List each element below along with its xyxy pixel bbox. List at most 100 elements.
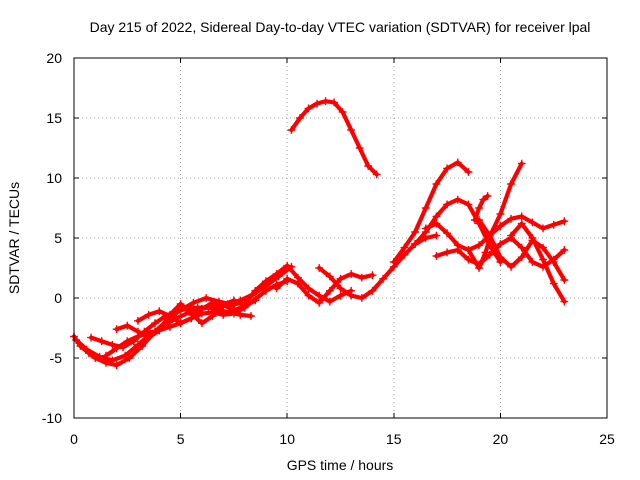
series-7-point-9	[315, 291, 324, 300]
series-4-point-7	[166, 322, 174, 331]
series-9-point-6	[368, 286, 377, 295]
series-15-point-1	[464, 246, 473, 254]
series-14-point-6	[485, 250, 494, 259]
series-16-point-9	[560, 276, 569, 284]
series-10	[287, 97, 381, 179]
series-6-point-2	[144, 310, 153, 319]
x-tick-label-5: 25	[599, 431, 615, 447]
series-5-point-2	[123, 321, 132, 330]
series-18-point-2	[475, 204, 483, 212]
series-11-trace	[391, 160, 471, 265]
y-tick-label-5: 15	[46, 110, 62, 126]
series-9-point-12	[432, 231, 441, 240]
y-tick-label-1: -5	[50, 350, 63, 366]
series-11	[389, 158, 473, 266]
series-6-point-7	[198, 304, 206, 313]
series-12-point-3	[432, 212, 441, 221]
series-13-point-11	[528, 218, 537, 227]
series-17-point-4	[539, 255, 547, 264]
series-3-point-15	[236, 310, 245, 319]
series-12-point-5	[453, 195, 462, 204]
chart-title: Day 215 of 2022, Sidereal Day-to-day VTE…	[90, 19, 591, 35]
series-5-point-7	[176, 300, 185, 308]
chart-tick-label-layer: 0 5 10 15 20 25 -10 -5 0 5 10 15 20	[42, 50, 615, 447]
x-tick-label-2: 10	[279, 431, 295, 447]
series-11-point-3	[411, 228, 420, 236]
series-3-point-11	[193, 303, 202, 312]
series-14-point-3	[453, 246, 462, 254]
series-7-point-1	[230, 298, 238, 307]
series-8	[272, 270, 377, 307]
series-18-point-3	[479, 195, 488, 204]
series-2-point-5	[121, 351, 130, 360]
series-4-point-12	[219, 310, 228, 319]
series-5-point-4	[144, 333, 153, 342]
series-7-point-10	[325, 297, 334, 306]
series-5-point-5	[155, 326, 164, 335]
series-7-point-11	[336, 291, 345, 300]
series-3-point-1	[87, 333, 95, 342]
series-10-point-10	[364, 162, 373, 170]
series-3-point-2	[97, 337, 106, 346]
y-tick-label-2: 0	[54, 290, 62, 306]
series-1-point-7	[125, 354, 134, 362]
series-16-point-5	[517, 253, 526, 262]
series-13-point-14	[560, 217, 569, 226]
x-tick-label-0: 0	[70, 431, 78, 447]
series-11-point-8	[464, 168, 473, 176]
series-16	[475, 216, 569, 284]
x-axis-label: GPS time / hours	[287, 457, 394, 473]
series-6	[134, 296, 260, 328]
series-14-point-13	[560, 246, 569, 254]
series-7-point-4	[261, 277, 270, 286]
series-7-point-5	[272, 270, 281, 278]
series-8-point-6	[325, 286, 334, 295]
series-8-point-9	[357, 273, 366, 282]
x-tick-label-4: 20	[493, 431, 509, 447]
series-12-point-6	[464, 200, 473, 209]
series-10-point-2	[296, 114, 304, 122]
series-6-point-9	[219, 301, 228, 310]
series-7	[230, 261, 356, 308]
series-4-point-2	[112, 344, 121, 353]
series-11-point-6	[443, 164, 451, 173]
series-9-point-7	[379, 274, 388, 283]
series-12-point-4	[443, 200, 451, 209]
series-2-point-3	[95, 352, 104, 361]
series-9	[315, 231, 441, 302]
series-3-point-16	[247, 312, 255, 320]
series-11-point-4	[421, 204, 430, 212]
series-12-point-1	[411, 240, 420, 248]
series-8-trace	[274, 271, 375, 305]
series-13-point-10	[517, 212, 526, 221]
series-9-point-1	[315, 264, 324, 272]
series-15-point-2	[475, 264, 483, 272]
series-10-point-5	[321, 97, 330, 106]
series-7-point-3	[251, 286, 260, 295]
series-15-point-5	[496, 210, 505, 218]
series-13-point-9	[507, 214, 515, 223]
series-18-point-1	[470, 216, 479, 224]
series-7-point-6	[283, 261, 292, 270]
series-9-point-4	[347, 291, 356, 300]
series-8-point-10	[368, 271, 377, 280]
series-2-point-4	[108, 356, 117, 365]
series-10-point-3	[304, 104, 313, 113]
series-3-point-7	[151, 319, 159, 328]
series-6-point-5	[176, 319, 185, 328]
series-2	[72, 262, 296, 365]
series-5-point-1	[112, 325, 121, 334]
series-17-trace	[509, 221, 567, 304]
series-5-point-9	[198, 319, 206, 328]
series-15-point-7	[517, 159, 526, 168]
series-1-point-6	[112, 361, 121, 370]
series-8-point-8	[347, 270, 356, 278]
series-9-point-9	[400, 250, 409, 259]
series-1-point-12	[189, 298, 198, 307]
series-14-point-1	[432, 252, 441, 260]
series-7-point-8	[304, 284, 313, 293]
series-10-point-9	[355, 144, 364, 152]
series-9-point-5	[357, 294, 366, 302]
series-13-point-1	[421, 224, 430, 233]
